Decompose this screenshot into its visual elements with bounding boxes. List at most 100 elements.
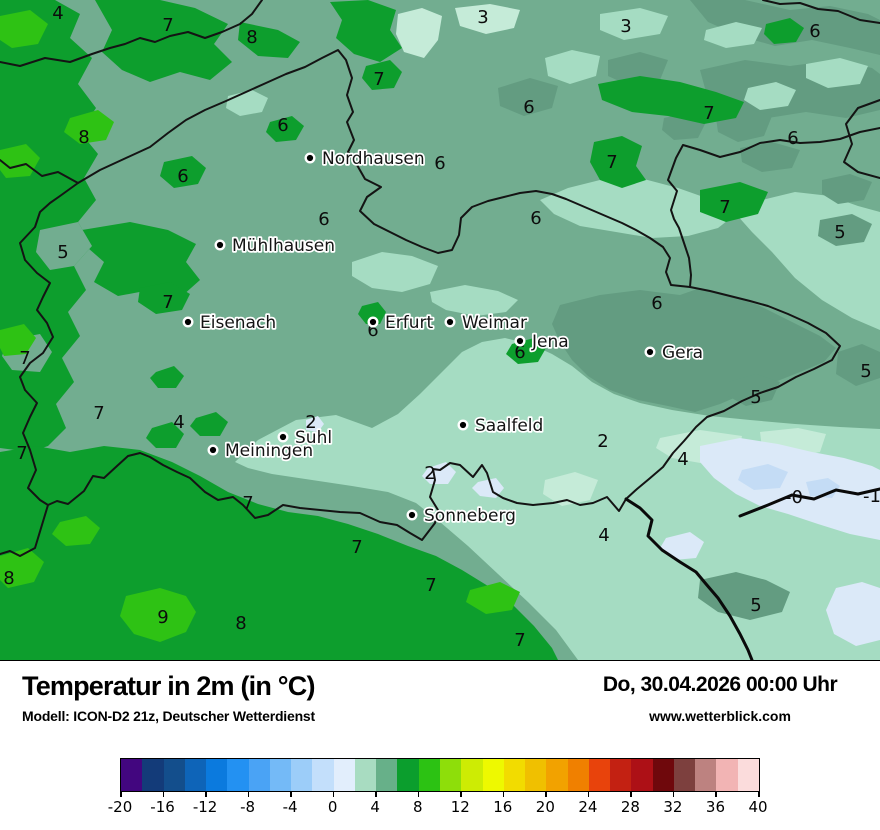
city-dot xyxy=(644,346,656,358)
colorbar-tick xyxy=(332,791,335,797)
colorbar-tick xyxy=(715,791,717,797)
temperature-fill-patches xyxy=(0,0,880,660)
temp-value-label: 6 xyxy=(367,320,378,341)
city-dot xyxy=(277,431,289,443)
temp-value-label: 5 xyxy=(750,595,761,616)
temp-value-label: 2 xyxy=(305,412,316,433)
colorbar-cell xyxy=(163,759,185,791)
colorbar-cell xyxy=(121,759,143,791)
colorbar-tick xyxy=(545,791,547,797)
colorbar-cell xyxy=(376,759,398,791)
city-label: Eisenach xyxy=(200,313,276,333)
colorbar-tick xyxy=(417,791,420,797)
colorbar-cell xyxy=(482,759,504,791)
city-dot xyxy=(457,419,469,431)
colorbar-tick xyxy=(672,791,675,797)
temp-value-label: 7 xyxy=(16,443,27,464)
temp-value-label: 6 xyxy=(177,166,188,187)
colorbar-cell xyxy=(184,759,207,791)
colorbar-cell xyxy=(439,759,462,791)
temp-value-label: 7 xyxy=(351,537,362,558)
temp-value-label: 5 xyxy=(750,387,761,408)
city-dot xyxy=(207,444,219,456)
colorbar-tick-label: 0 xyxy=(327,798,338,816)
temp-value-label: 4 xyxy=(598,525,609,546)
colorbar-tick-label: 12 xyxy=(450,798,470,816)
colorbar-cell xyxy=(227,759,249,791)
colorbar-tick xyxy=(502,791,505,797)
city-label: Mühlhausen xyxy=(232,236,335,256)
colorbar-cell xyxy=(588,759,611,791)
temp-value-label: 8 xyxy=(3,568,14,589)
temp-value-label: 8 xyxy=(235,613,246,634)
colorbar-tick-label: 16 xyxy=(493,798,513,816)
temp-value-label: 7 xyxy=(162,292,173,313)
temp-value-label: 4 xyxy=(173,412,184,433)
temp-value-label: 7 xyxy=(242,493,253,514)
colorbar-cell xyxy=(503,759,526,791)
colorbar-tick xyxy=(290,791,292,797)
city-dot xyxy=(406,509,418,521)
city-dot xyxy=(214,239,226,251)
temperature-value-labels: 4 7 8 3 3 6 7 6 7 6 8 6 6 7 6 7 6 6 5 5 7 6 6 6 7 5 5 7 4 2 2 7 4 2 -0 -1 7 4… xyxy=(3,3,880,651)
city-markers: Nordhausen Mühlhausen Eisenach Erfurt Weimar… xyxy=(182,147,705,528)
city-label: Erfurt xyxy=(385,313,433,333)
map-canvas: 4 7 8 3 3 6 7 6 7 6 8 6 6 7 6 7 6 6 5 5 7 6 6 6 7 5 5 7 4 2 2 7 4 2 -0 -1 7 4… xyxy=(0,0,880,660)
temp-value-label: -1 xyxy=(863,486,880,507)
colorbar-tick-label: -8 xyxy=(240,798,256,816)
colorbar-tick-label: -12 xyxy=(192,798,218,816)
city-label: Suhl xyxy=(295,428,332,448)
colorbar-cell xyxy=(673,759,696,791)
colorbar-cell xyxy=(397,759,419,791)
temp-value-label: 4 xyxy=(52,3,63,24)
colorbar-cell xyxy=(546,759,568,791)
temp-value-label: 7 xyxy=(373,69,384,90)
temp-value-label: 7 xyxy=(93,403,104,424)
temp-value-label: 2 xyxy=(424,463,435,484)
colorbar-cell xyxy=(631,759,653,791)
temp-value-label: 7 xyxy=(606,152,617,173)
colorbar-cell xyxy=(291,759,313,791)
city-label: Weimar xyxy=(462,313,527,333)
city-dot xyxy=(304,152,316,164)
city-label: Gera xyxy=(662,343,703,363)
forecast-datetime: Do, 30.04.2026 00:00 Uhr xyxy=(602,673,838,696)
temp-value-label: 5 xyxy=(860,361,871,382)
model-info: Modell: ICON-D2 21z, Deutscher Wetterdie… xyxy=(22,708,315,724)
temperature-colorbar xyxy=(120,758,760,792)
temp-value-label: 9 xyxy=(157,607,168,628)
temperature-map: 4 7 8 3 3 6 7 6 7 6 8 6 6 7 6 7 6 6 5 5 7 6 6 6 7 5 5 7 4 2 2 7 4 2 -0 -1 7 4… xyxy=(0,0,880,661)
colorbar-tick-label: -20 xyxy=(107,798,133,816)
city-label: Sonneberg xyxy=(424,506,516,526)
colorbar-tick xyxy=(162,791,165,797)
temp-value-label: 7 xyxy=(19,348,30,369)
city-label: Meiningen xyxy=(225,441,313,461)
temp-value-label: 5 xyxy=(57,242,68,263)
colorbar-tick-label: 24 xyxy=(578,798,598,816)
temp-value-label: 3 xyxy=(620,16,631,37)
colorbar-cell xyxy=(461,759,483,791)
colorbar-tick-label: 28 xyxy=(620,798,640,816)
colorbar-cell xyxy=(695,759,717,791)
temp-value-label: 6 xyxy=(434,153,445,174)
colorbar-tick-label: 20 xyxy=(535,798,555,816)
temp-value-label: 6 xyxy=(318,209,329,230)
datetime-block: Do, 30.04.2026 00:00 Uhr www.wetterblick… xyxy=(580,673,860,724)
temp-value-label: 4 xyxy=(677,449,688,470)
temp-value-label: 6 xyxy=(651,293,662,314)
temp-value-label: 6 xyxy=(514,342,525,363)
city-dot xyxy=(182,316,194,328)
colorbar-tick xyxy=(375,791,377,797)
colorbar-cell xyxy=(716,759,738,791)
colorbar-cell xyxy=(525,759,547,791)
colorbar-tick-label: 4 xyxy=(370,798,380,816)
temp-value-label: 8 xyxy=(246,27,257,48)
temp-value-label: 6 xyxy=(530,208,541,229)
colorbar-cell xyxy=(737,759,759,791)
temp-value-label: -0 xyxy=(785,487,803,508)
colorbar-tick xyxy=(758,791,760,797)
temp-value-label: 6 xyxy=(787,128,798,149)
colorbar-cell xyxy=(354,759,377,791)
temp-value-label: 8 xyxy=(78,127,89,148)
